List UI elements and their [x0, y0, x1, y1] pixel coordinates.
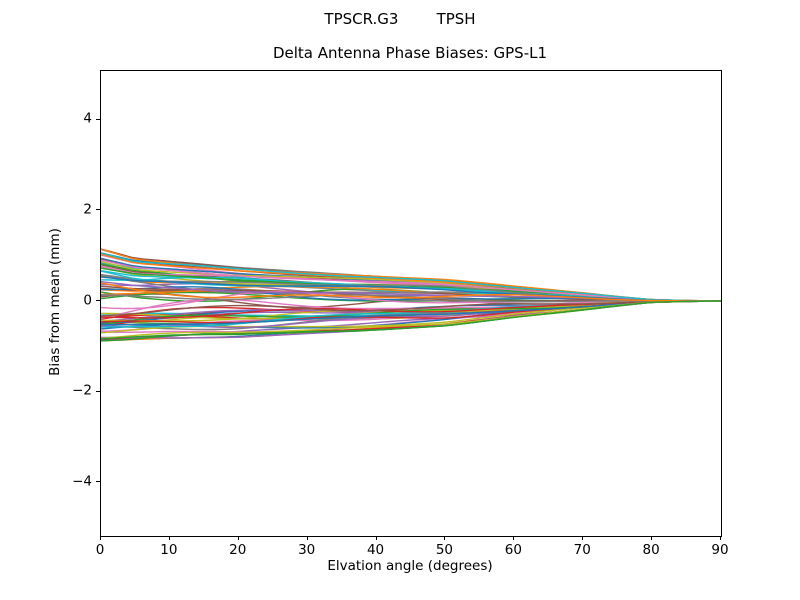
- y-axis-label: Bias from mean (mm): [47, 228, 63, 376]
- x-tick-mark: [513, 536, 515, 540]
- x-tick-label: 70: [573, 542, 591, 558]
- x-tick-mark: [306, 536, 308, 540]
- x-tick-mark: [237, 536, 239, 540]
- x-tick-mark: [651, 536, 653, 540]
- x-tick-label: 80: [642, 542, 660, 558]
- bias-curve: [101, 259, 721, 302]
- x-tick-mark: [444, 536, 446, 540]
- figure-suptitle: TPSCR.G3 TPSH: [324, 10, 476, 28]
- x-tick-mark: [582, 536, 584, 540]
- y-tick-label: 4: [83, 110, 92, 127]
- bias-curve: [101, 294, 721, 303]
- bias-curve: [101, 252, 721, 302]
- x-tick-label: 60: [504, 542, 522, 558]
- x-tick-label: 50: [435, 542, 454, 558]
- data-lines-layer: [101, 248, 721, 342]
- chart-title: Delta Antenna Phase Biases: GPS-L1: [272, 44, 548, 62]
- x-tick-label: 30: [298, 542, 316, 558]
- y-tick-label: −2: [72, 382, 92, 399]
- y-tick-label: 0: [83, 291, 92, 308]
- x-tick-label: 40: [366, 542, 385, 558]
- y-tick-label: −4: [72, 472, 92, 489]
- y-tick-mark: [96, 481, 100, 483]
- x-tick-mark: [100, 536, 101, 540]
- x-tick-mark: [168, 536, 170, 540]
- x-tick-mark: [720, 536, 721, 540]
- bias-curve: [101, 300, 721, 326]
- x-tick-mark: [375, 536, 377, 540]
- x-tick-label: 10: [160, 542, 178, 558]
- y-tick-mark: [96, 118, 100, 120]
- x-axis-label: Elvation angle (degrees): [327, 558, 493, 574]
- y-tick-label: 2: [83, 201, 92, 218]
- x-tick-label: 0: [95, 542, 105, 558]
- plot-area: [100, 70, 722, 537]
- y-tick-mark: [96, 390, 100, 392]
- bias-curve: [101, 300, 721, 317]
- x-tick-label: 20: [229, 542, 247, 558]
- y-tick-mark: [96, 209, 100, 211]
- y-tick-mark: [96, 300, 100, 301]
- x-tick-label: 90: [711, 542, 729, 558]
- bias-curve: [101, 300, 721, 340]
- bias-curve: [101, 282, 721, 302]
